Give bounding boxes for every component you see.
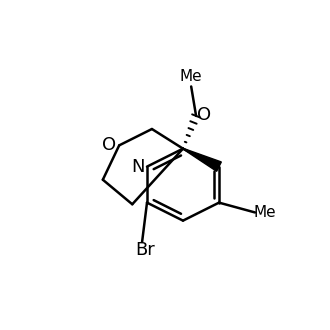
Text: Me: Me	[180, 69, 203, 84]
Text: O: O	[102, 136, 116, 154]
Text: Br: Br	[136, 241, 155, 259]
Text: O: O	[197, 106, 211, 124]
Text: N: N	[131, 158, 145, 176]
Polygon shape	[183, 148, 221, 171]
Text: Me: Me	[253, 205, 276, 220]
